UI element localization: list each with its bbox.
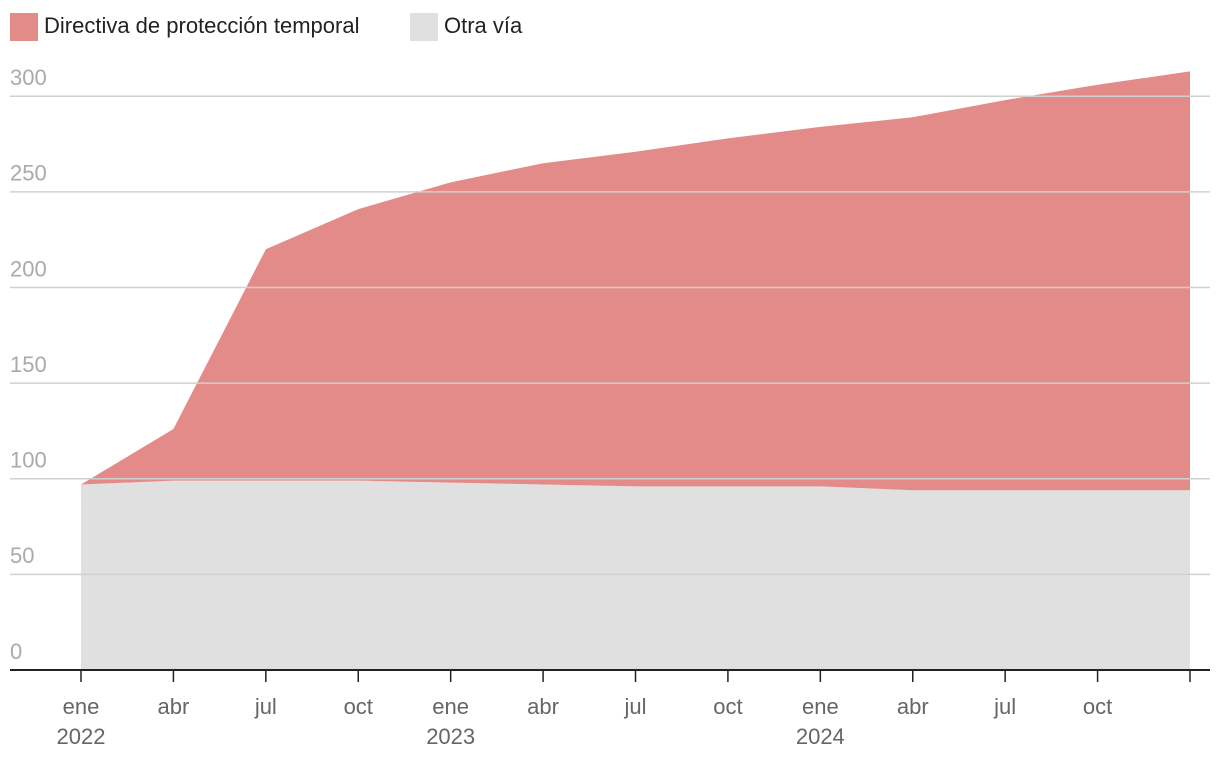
legend-swatch [410, 13, 438, 41]
y-tick-label: 0 [10, 639, 22, 664]
legend-label: Directiva de protección temporal [44, 13, 359, 38]
x-tick-label: abr [158, 694, 190, 719]
x-tick-label: abr [527, 694, 559, 719]
x-tick-label: oct [344, 694, 373, 719]
y-tick-label: 250 [10, 161, 47, 186]
area [81, 71, 1190, 491]
x-tick-label: jul [254, 694, 277, 719]
y-tick-label: 150 [10, 352, 47, 377]
x-tick-label: ene [802, 694, 839, 719]
x-tick-label: jul [993, 694, 1016, 719]
y-tick-label: 300 [10, 65, 47, 90]
x-tick-label: ene [432, 694, 469, 719]
x-year-label: 2022 [57, 724, 106, 749]
y-tick-label: 50 [10, 543, 34, 568]
x-tick-label: oct [713, 694, 742, 719]
legend-label: Otra vía [444, 13, 523, 38]
y-tick-label: 100 [10, 448, 47, 473]
x-tick-label: jul [623, 694, 646, 719]
area [81, 480, 1190, 670]
x-tick-label: abr [897, 694, 929, 719]
x-tick-label: oct [1083, 694, 1112, 719]
x-year-label: 2023 [426, 724, 475, 749]
legend-swatch [10, 13, 38, 41]
x-tick-label: ene [63, 694, 100, 719]
x-year-label: 2024 [796, 724, 845, 749]
y-tick-label: 200 [10, 256, 47, 281]
